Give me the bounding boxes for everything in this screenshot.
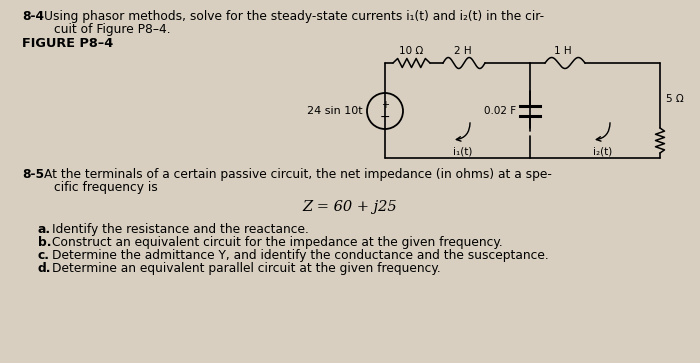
Text: Determine the admittance Y, and identify the conductance and the susceptance.: Determine the admittance Y, and identify… xyxy=(52,249,549,262)
Text: Z = 60 + j25: Z = 60 + j25 xyxy=(302,200,398,214)
Text: Determine an equivalent parallel circuit at the given frequency.: Determine an equivalent parallel circuit… xyxy=(52,262,441,275)
Text: i₁(t): i₁(t) xyxy=(454,146,473,156)
Text: Construct an equivalent circuit for the impedance at the given frequency.: Construct an equivalent circuit for the … xyxy=(52,236,503,249)
Text: 1 H: 1 H xyxy=(554,46,572,56)
Text: 24 sin 10t: 24 sin 10t xyxy=(307,106,363,116)
Text: c.: c. xyxy=(38,249,50,262)
Text: 2 H: 2 H xyxy=(454,46,472,56)
Text: cific frequency is: cific frequency is xyxy=(54,181,158,194)
Text: −: − xyxy=(379,110,391,123)
Text: At the terminals of a certain passive circuit, the net impedance (in ohms) at a : At the terminals of a certain passive ci… xyxy=(44,168,552,181)
Text: a.: a. xyxy=(38,223,51,236)
Text: Identify the resistance and the reactance.: Identify the resistance and the reactanc… xyxy=(52,223,309,236)
Text: d.: d. xyxy=(38,262,52,275)
Text: i₂(t): i₂(t) xyxy=(594,146,612,156)
Text: Using phasor methods, solve for the steady-state currents i₁(t) and i₂(t) in the: Using phasor methods, solve for the stea… xyxy=(44,10,544,23)
FancyArrowPatch shape xyxy=(456,123,470,141)
Text: 10 Ω: 10 Ω xyxy=(399,46,423,56)
FancyArrowPatch shape xyxy=(596,123,610,141)
Text: FIGURE P8–4: FIGURE P8–4 xyxy=(22,37,113,50)
Text: 8-5: 8-5 xyxy=(22,168,44,181)
Text: b.: b. xyxy=(38,236,52,249)
Text: +: + xyxy=(381,100,389,110)
Text: 0.02 F: 0.02 F xyxy=(484,106,516,116)
Text: 8-4: 8-4 xyxy=(22,10,44,23)
Text: cuit of Figure P8–4.: cuit of Figure P8–4. xyxy=(54,23,171,36)
Text: 5 Ω: 5 Ω xyxy=(666,94,684,104)
